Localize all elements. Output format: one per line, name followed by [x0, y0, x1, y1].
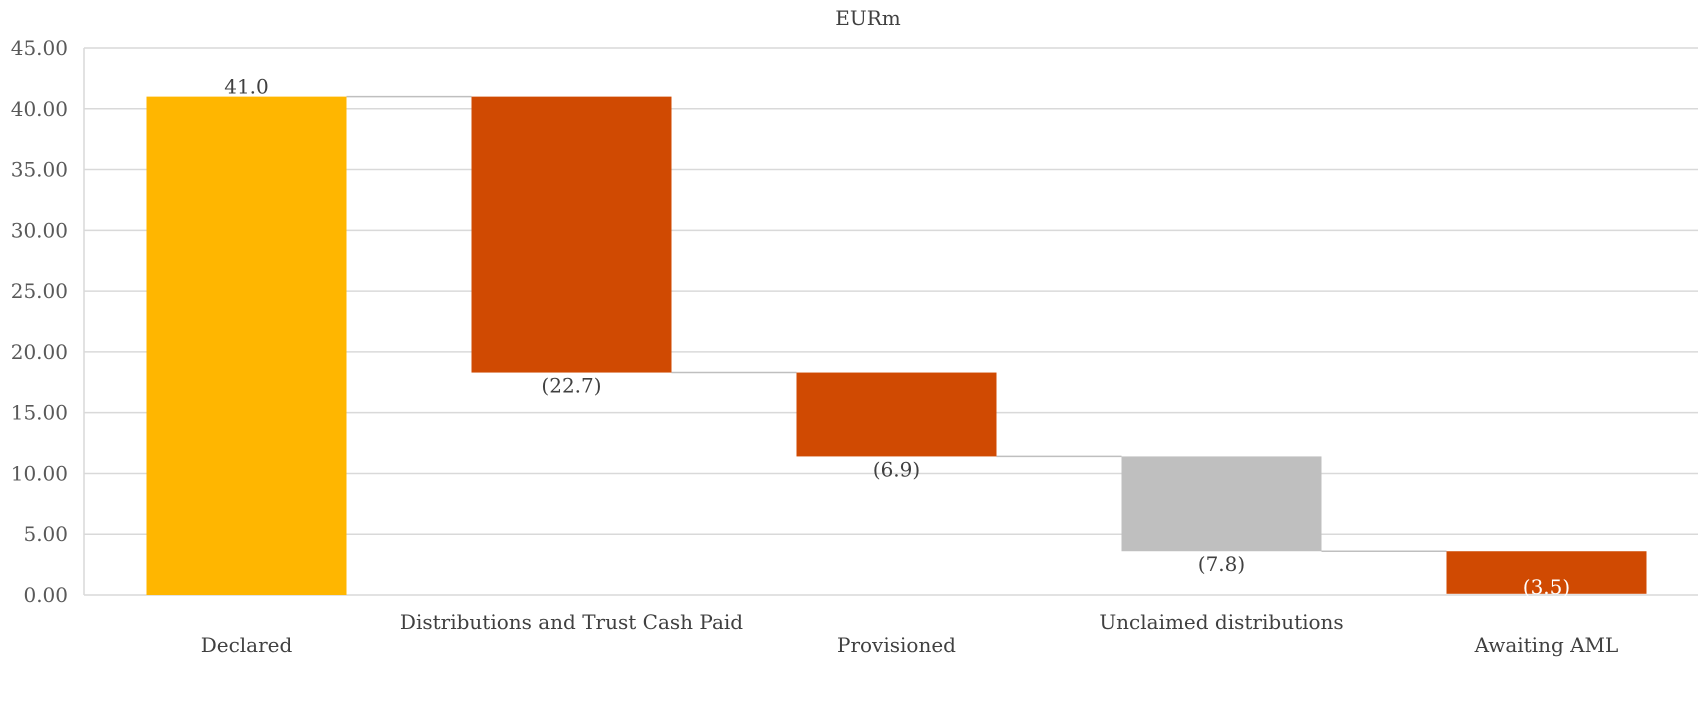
data-label: (7.8) [1198, 552, 1245, 576]
gridlines [83, 47, 1698, 596]
data-label: (22.7) [541, 374, 601, 398]
unit-label: EURm [835, 6, 901, 30]
data-label: (6.9) [873, 457, 920, 481]
bar-provisioned [796, 372, 997, 457]
y-tick-label: 25.00 [11, 279, 68, 303]
category-label: Provisioned [837, 633, 956, 657]
y-tick-label: 35.00 [11, 158, 68, 182]
data-label: 41.0 [224, 75, 269, 99]
data-label: (3.5) [1523, 575, 1570, 599]
bar-distributions-and-trust-cash-paid [471, 96, 672, 373]
y-tick-label: 5.00 [23, 522, 68, 546]
category-label: Distributions and Trust Cash Paid [400, 610, 743, 634]
y-axis-ticks: 0.00 5.00 10.00 15.00 20.00 25.00 30.00 35.00 40… [11, 36, 68, 607]
y-tick-label: 30.00 [11, 218, 68, 242]
y-tick-label: 40.00 [11, 97, 68, 121]
y-tick-label: 10.00 [11, 461, 68, 485]
y-tick-label: 0.00 [23, 583, 68, 607]
bar-unclaimed-distributions [1121, 456, 1322, 552]
category-label: Unclaimed distributions [1099, 610, 1343, 634]
bars [146, 96, 1647, 595]
connectors [346, 95, 1447, 552]
category-label: Declared [201, 633, 293, 657]
y-tick-label: 20.00 [11, 340, 68, 364]
y-tick-label: 15.00 [11, 401, 68, 425]
x-axis-categories: Declared Distributions and Trust Cash Pai… [201, 610, 1619, 657]
y-tick-label: 45.00 [11, 36, 68, 60]
category-label: Awaiting AML [1474, 633, 1619, 657]
bar-declared [146, 96, 347, 595]
bar-awaiting-aml [1446, 551, 1647, 594]
data-labels: 41.0 (22.7) (6.9) (7.8) (3.5) [224, 75, 1570, 599]
